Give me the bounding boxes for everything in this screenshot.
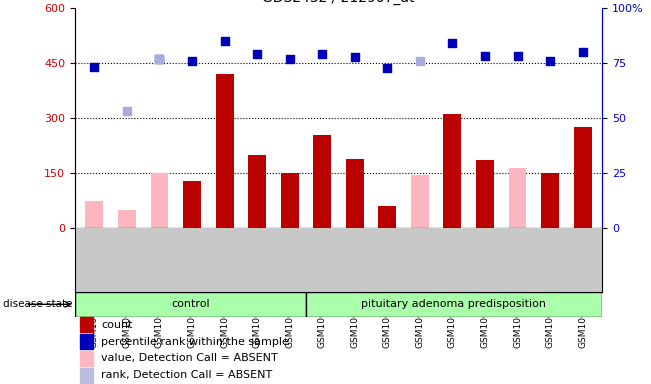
Bar (118, 210, 136, 228)
Text: percentile rank within the sample: percentile rank within the sample (102, 337, 289, 347)
Bar (80, 318, 93, 332)
Bar (215, 74, 234, 228)
Point (512, 53, 523, 59)
Bar (411, 175, 429, 228)
Point (89, 63, 100, 70)
Bar (80, 334, 93, 349)
Bar (313, 135, 331, 228)
Point (382, 65, 393, 71)
Point (447, 40, 458, 46)
Bar (183, 180, 201, 228)
Bar (150, 173, 169, 228)
Bar (508, 168, 527, 228)
Point (480, 53, 490, 59)
Text: rank, Detection Call = ABSENT: rank, Detection Call = ABSENT (102, 370, 273, 380)
Bar (85, 201, 104, 228)
FancyBboxPatch shape (75, 292, 305, 317)
Text: control: control (171, 299, 210, 310)
Bar (443, 114, 462, 228)
Bar (574, 127, 592, 228)
Point (154, 56, 165, 62)
Bar (541, 173, 559, 228)
Point (577, 49, 588, 55)
Text: pituitary adenoma predisposition: pituitary adenoma predisposition (361, 299, 546, 310)
Point (545, 58, 555, 64)
Point (284, 56, 295, 62)
Point (122, 108, 132, 114)
Title: GDS2432 / 212907_at: GDS2432 / 212907_at (262, 0, 415, 5)
Bar (80, 351, 93, 366)
Point (317, 51, 327, 57)
Point (187, 58, 197, 64)
Bar (346, 159, 364, 228)
Text: count: count (102, 320, 133, 330)
Text: value, Detection Call = ABSENT: value, Detection Call = ABSENT (102, 353, 278, 364)
Point (154, 56, 165, 62)
Text: disease state: disease state (3, 299, 73, 310)
Bar (80, 368, 93, 382)
Bar (378, 207, 396, 228)
Bar (248, 155, 266, 228)
Bar (281, 173, 299, 228)
Point (252, 51, 262, 57)
FancyBboxPatch shape (305, 292, 602, 317)
Point (415, 58, 425, 64)
Point (350, 54, 360, 60)
Bar (476, 161, 494, 228)
Point (219, 38, 230, 44)
